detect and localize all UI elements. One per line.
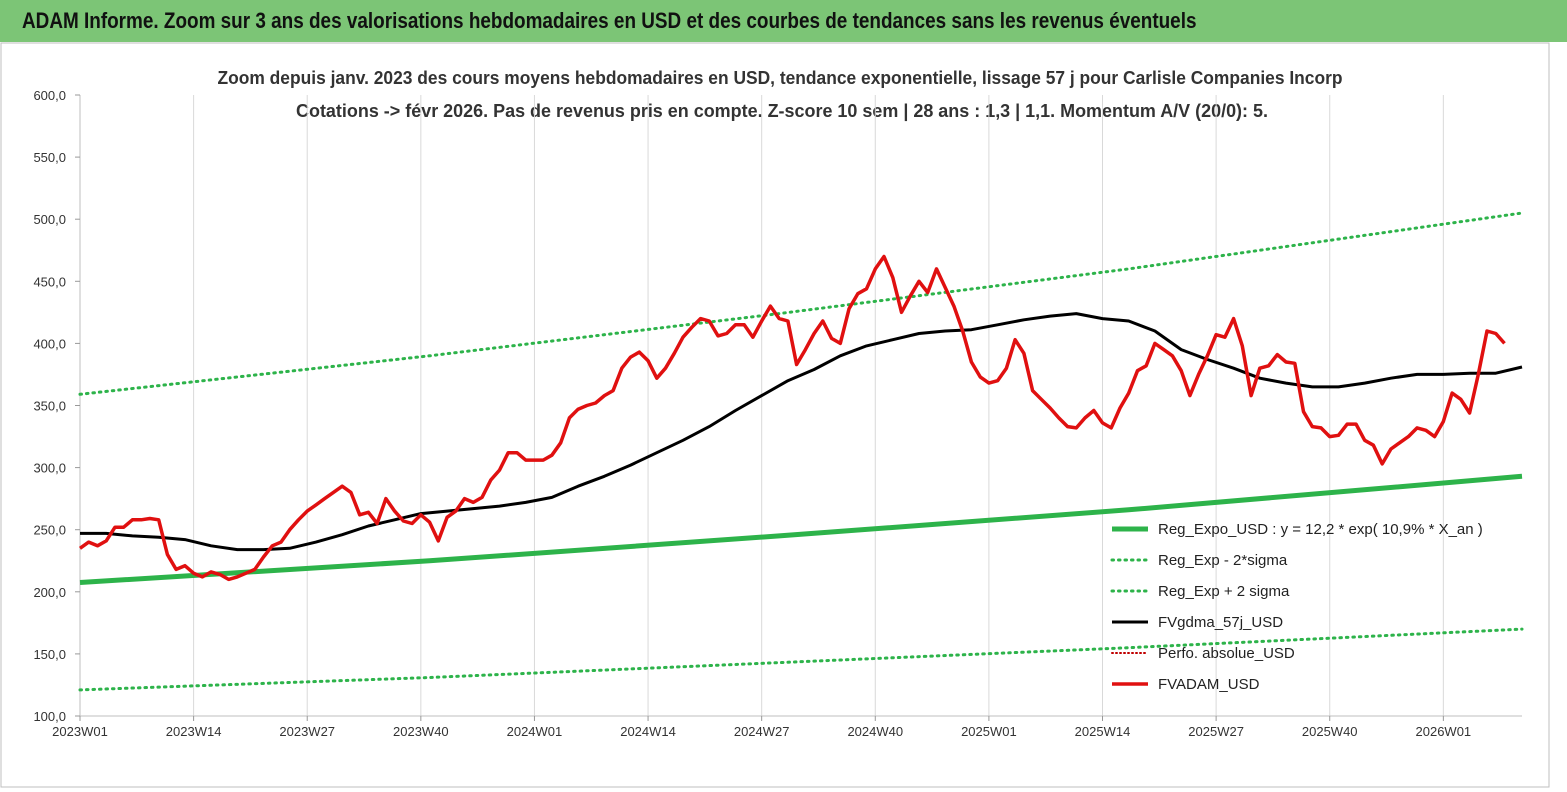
legend-label-1: Reg_Exp - 2*sigma <box>1158 552 1288 569</box>
y-tick-label: 550,0 <box>33 150 66 165</box>
y-tick-label: 150,0 <box>33 647 66 662</box>
y-tick-label: 200,0 <box>33 585 66 600</box>
legend-label-5: FVADAM_USD <box>1158 676 1260 693</box>
x-tick-label: 2024W27 <box>734 724 790 739</box>
y-tick-label: 350,0 <box>33 399 66 414</box>
chart-frame <box>0 42 1550 788</box>
y-tick-label: 450,0 <box>33 274 66 289</box>
report-title: ADAM Informe. Zoom sur 3 ans des valoris… <box>22 8 1197 33</box>
x-tick-label: 2025W14 <box>1075 724 1131 739</box>
x-tick-label: 2024W14 <box>620 724 676 739</box>
x-tick-label: 2023W14 <box>166 724 222 739</box>
chart-background <box>0 42 1567 792</box>
series-line-5 <box>78 254 1506 582</box>
chart-title-line-2: Cotations -> févr 2026. Pas de revenus p… <box>296 101 1268 121</box>
legend-label-4: Perfo. absolue_USD <box>1158 645 1295 662</box>
x-tick-label: 2025W01 <box>961 724 1017 739</box>
series-line-1 <box>78 627 1524 692</box>
legend-label-3: FVgdma_57j_USD <box>1158 614 1283 631</box>
y-tick-label: 500,0 <box>33 212 66 227</box>
report-banner: ADAM Informe. Zoom sur 3 ans des valoris… <box>0 0 1567 43</box>
x-tick-label: 2024W40 <box>847 724 903 739</box>
x-tick-label: 2025W40 <box>1302 724 1358 739</box>
legend-label-0: Reg_Expo_USD : y = 12,2 * exp( 10,9% * X… <box>1158 521 1483 538</box>
series-line-3 <box>80 312 1523 552</box>
x-axis-ticks: 2023W01 2023W14 2023W27 2023W40 2024W01 2024W… <box>52 716 1471 739</box>
x-tick-label: 2025W27 <box>1188 724 1244 739</box>
x-tick-label: 2024W01 <box>507 724 563 739</box>
x-tick-label: 2026W01 <box>1416 724 1472 739</box>
x-tick-label: 2023W01 <box>52 724 108 739</box>
legend: Reg_Expo_USD : y = 12,2 * exp( 10,9% * X… <box>1110 521 1483 693</box>
legend-label-2: Reg_Exp + 2 sigma <box>1158 583 1290 600</box>
vertical-gridlines <box>79 95 1444 716</box>
y-tick-label: 400,0 <box>33 336 66 351</box>
y-tick-label: 100,0 <box>33 709 66 724</box>
x-tick-label: 2023W27 <box>279 724 335 739</box>
series-line-2 <box>78 211 1524 396</box>
chart-title-line-1: Zoom depuis janv. 2023 des cours moyens … <box>218 68 1343 88</box>
series-line-0 <box>79 473 1523 585</box>
y-tick-label: 300,0 <box>33 461 66 476</box>
y-tick-label: 600,0 <box>33 88 66 103</box>
series-lines <box>78 211 1524 692</box>
y-tick-label: 250,0 <box>33 523 66 538</box>
y-axis-ticks: 100,0 150,0 200,0 250,0 300,0 350,0 400,0 450,0… <box>33 88 80 724</box>
x-tick-label: 2023W40 <box>393 724 449 739</box>
valuation-line-chart: Zoom depuis janv. 2023 des cours moyens … <box>0 42 1567 792</box>
